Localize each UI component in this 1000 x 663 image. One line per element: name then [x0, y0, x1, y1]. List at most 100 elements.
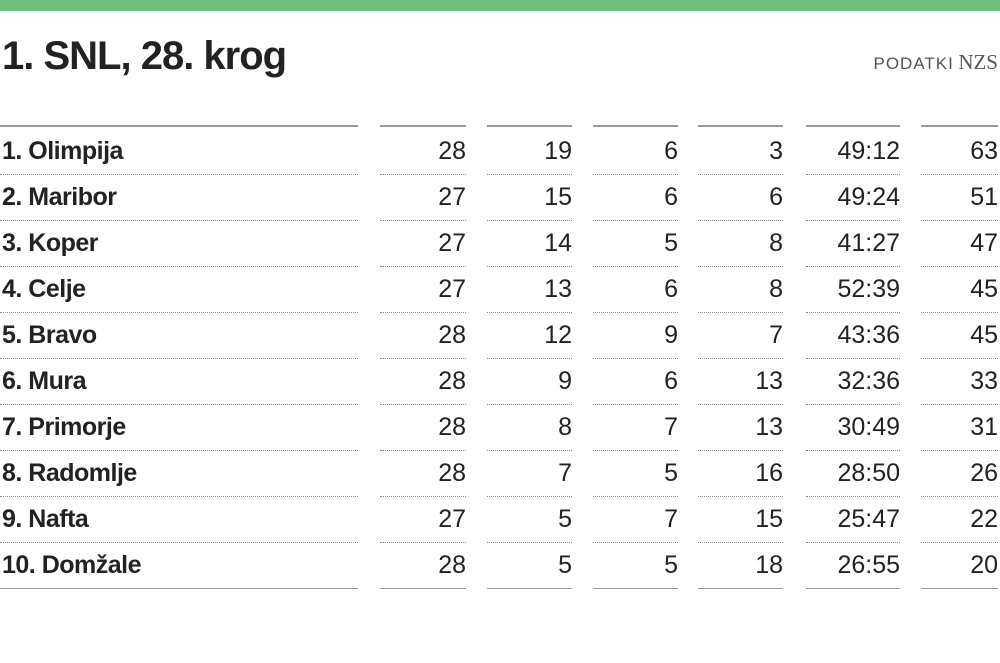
row-divider — [0, 358, 358, 359]
stat-cell: 43:36 — [837, 321, 900, 349]
stat-cell: 19 — [544, 137, 572, 165]
row-divider — [380, 404, 466, 405]
stat-cell: 27 — [438, 229, 466, 257]
row-divider — [806, 312, 900, 313]
stat-cell: 30:49 — [837, 413, 900, 441]
stat-cell: 20 — [970, 551, 998, 579]
row-divider — [698, 496, 783, 497]
row-divider — [698, 542, 783, 543]
row-divider — [806, 220, 900, 221]
row-divider — [487, 450, 572, 451]
row-divider — [487, 174, 572, 175]
row-divider — [380, 220, 466, 221]
accent-bar — [0, 0, 1000, 11]
row-divider — [593, 358, 678, 359]
header-rule — [593, 125, 678, 127]
row-divider — [593, 450, 678, 451]
header-rule — [698, 125, 783, 127]
stat-cell: 33 — [970, 367, 998, 395]
team-name: 3. Koper — [2, 229, 99, 257]
row-divider — [593, 266, 678, 267]
stat-cell: 8 — [769, 275, 783, 303]
team-name: 4. Celje — [2, 275, 86, 303]
stat-cell: 27 — [438, 505, 466, 533]
stat-cell: 5 — [664, 551, 678, 579]
row-divider — [0, 450, 358, 451]
row-divider — [487, 266, 572, 267]
source-label: PODATKI — [873, 54, 954, 73]
stat-cell: 28:50 — [837, 459, 900, 487]
source-name: NZS — [958, 50, 998, 74]
stat-cell: 45 — [970, 321, 998, 349]
stat-cell: 13 — [755, 367, 783, 395]
row-divider — [921, 174, 998, 175]
stat-cell: 49:12 — [837, 137, 900, 165]
row-divider — [698, 450, 783, 451]
stat-cell: 47 — [970, 229, 998, 257]
stat-cell: 5 — [664, 459, 678, 487]
stat-cell: 7 — [664, 505, 678, 533]
row-divider — [487, 496, 572, 497]
header-rule — [806, 125, 900, 127]
bottom-rule — [806, 588, 900, 589]
row-divider — [806, 174, 900, 175]
row-divider — [921, 450, 998, 451]
stat-cell: 51 — [970, 183, 998, 211]
stat-cell: 25:47 — [837, 505, 900, 533]
stat-cell: 7 — [558, 459, 572, 487]
team-name: 1. Olimpija — [2, 137, 123, 165]
row-divider — [593, 312, 678, 313]
row-divider — [0, 266, 358, 267]
row-divider — [380, 496, 466, 497]
row-divider — [593, 220, 678, 221]
stat-cell: 6 — [664, 137, 678, 165]
stat-cell: 13 — [544, 275, 572, 303]
stat-cell: 18 — [755, 551, 783, 579]
stat-cell: 28 — [438, 551, 466, 579]
row-divider — [921, 404, 998, 405]
row-divider — [380, 450, 466, 451]
row-divider — [921, 266, 998, 267]
row-divider — [380, 266, 466, 267]
row-divider — [806, 404, 900, 405]
header-rule — [380, 125, 466, 127]
header-rule — [921, 125, 998, 127]
title: 1. SNL, 28. krog — [2, 34, 287, 78]
row-divider — [921, 358, 998, 359]
row-divider — [806, 496, 900, 497]
row-divider — [0, 496, 358, 497]
row-divider — [806, 450, 900, 451]
stat-cell: 6 — [664, 183, 678, 211]
row-divider — [593, 404, 678, 405]
stat-cell: 15 — [755, 505, 783, 533]
team-name: 10. Domžale — [2, 551, 142, 579]
row-divider — [921, 312, 998, 313]
row-divider — [487, 542, 572, 543]
row-divider — [0, 542, 358, 543]
stat-cell: 28 — [438, 367, 466, 395]
row-divider — [0, 220, 358, 221]
stat-cell: 13 — [755, 413, 783, 441]
stat-cell: 7 — [769, 321, 783, 349]
row-divider — [487, 358, 572, 359]
bottom-rule — [593, 588, 678, 589]
stat-cell: 12 — [544, 321, 572, 349]
team-name: 5. Bravo — [2, 321, 97, 349]
row-divider — [593, 542, 678, 543]
stat-cell: 5 — [664, 229, 678, 257]
row-divider — [806, 266, 900, 267]
stat-cell: 9 — [664, 321, 678, 349]
stat-cell: 9 — [558, 367, 572, 395]
stat-cell: 28 — [438, 459, 466, 487]
stat-cell: 28 — [438, 137, 466, 165]
row-divider — [380, 542, 466, 543]
row-divider — [380, 358, 466, 359]
row-divider — [0, 404, 358, 405]
team-name: 9. Nafta — [2, 505, 89, 533]
stat-cell: 31 — [970, 413, 998, 441]
bottom-rule — [0, 588, 358, 589]
row-divider — [380, 312, 466, 313]
stat-cell: 8 — [558, 413, 572, 441]
stat-cell: 6 — [664, 367, 678, 395]
